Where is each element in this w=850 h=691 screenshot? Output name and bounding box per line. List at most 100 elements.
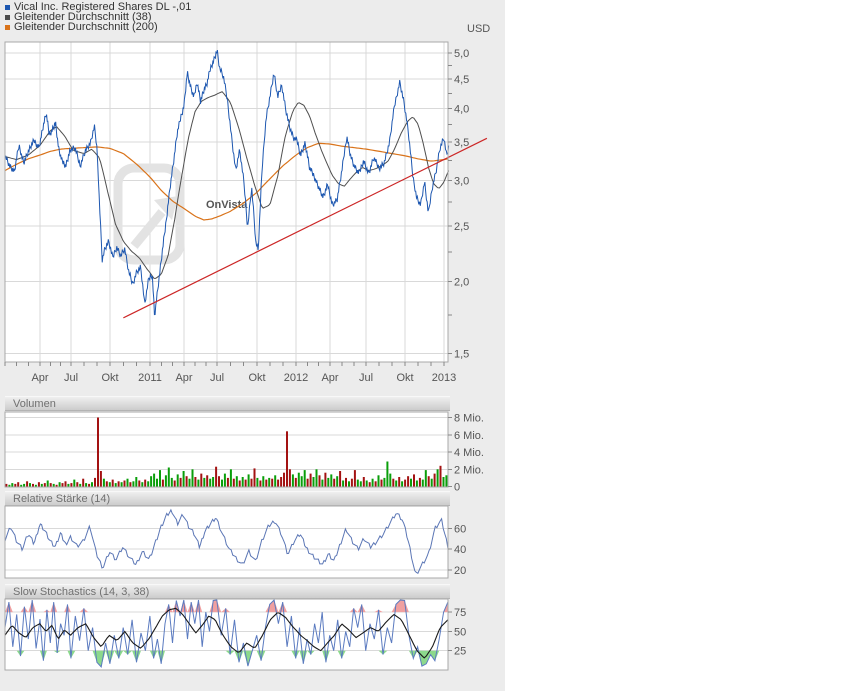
volume-bar (129, 482, 132, 487)
svg-text:8 Mio.: 8 Mio. (454, 413, 484, 425)
volume-bar (395, 480, 398, 487)
volume-bar (105, 481, 108, 487)
volume-bar (108, 482, 111, 487)
volume-bar (283, 472, 285, 487)
volume-bar (271, 478, 274, 487)
volume-bar (14, 483, 17, 487)
volume-bar (70, 483, 73, 487)
volume-bar (221, 479, 223, 487)
volume-bar (348, 481, 350, 487)
volume-bar (371, 478, 374, 487)
volume-bar (182, 471, 185, 487)
volume-bar (5, 483, 8, 487)
volume-bar (141, 482, 144, 487)
volume-bar (253, 468, 256, 487)
volume-bar (34, 484, 37, 487)
svg-text:2,5: 2,5 (454, 221, 469, 233)
volume-bar (312, 477, 315, 487)
volume-bar (342, 480, 345, 487)
volume-bar (407, 476, 410, 487)
volume-bar (91, 482, 93, 487)
svg-text:2,0: 2,0 (454, 277, 469, 289)
volume-bar (294, 477, 297, 487)
volume-bar (206, 475, 209, 487)
volume-bar (430, 478, 433, 487)
volume-bar (330, 474, 333, 487)
volume-bar (114, 483, 117, 487)
volume-bar (11, 483, 14, 487)
volume-bar (94, 477, 96, 487)
chart-background: OnVista 1,5 2,0 2,5 3,0 3,5 4,0 4,5 5,0 Apr Jul Okt… (0, 0, 505, 691)
volume-bar (179, 477, 182, 487)
svg-text:Apr: Apr (31, 372, 48, 384)
rsi-panel: 20 40 60 (4, 505, 466, 579)
volume-bar (167, 467, 170, 487)
volume-bar (191, 469, 194, 487)
svg-text:Jul: Jul (359, 372, 373, 384)
volume-bar (20, 484, 23, 487)
volume-bar (102, 478, 105, 487)
onvista-watermark: OnVista (113, 163, 248, 265)
svg-text:20: 20 (454, 565, 466, 577)
volume-bar (256, 477, 259, 487)
volume-bar (247, 474, 250, 487)
svg-text:2012: 2012 (284, 372, 308, 384)
volume-bar (356, 479, 359, 487)
volume-bar (135, 477, 138, 487)
volume-bar (445, 475, 448, 487)
volume-bar (424, 470, 427, 487)
currency-axis-label: USD (467, 23, 491, 35)
volume-bar (413, 474, 415, 487)
svg-text:0: 0 (454, 482, 460, 494)
volume-bar (185, 476, 188, 487)
volume-bar (386, 461, 389, 487)
svg-text:2011: 2011 (138, 372, 162, 384)
volume-bar (76, 482, 79, 487)
svg-text:5,0: 5,0 (454, 48, 469, 60)
stochastics-panel-title: Slow Stochastics (14, 3, 38) (13, 586, 150, 598)
volume-bar (427, 476, 430, 487)
volume-bar (150, 476, 153, 487)
volume-bar (173, 480, 176, 487)
volume-bar (197, 479, 200, 487)
volume-bar (120, 482, 123, 487)
volume-bar (58, 482, 61, 487)
volume-bar (327, 477, 330, 487)
volume-bar (111, 479, 114, 487)
volume-bar (318, 475, 321, 487)
volume-bar (226, 477, 229, 487)
volume-bar (64, 481, 67, 487)
trend-line (123, 137, 488, 319)
svg-text:60: 60 (454, 524, 466, 536)
volume-bar (277, 479, 280, 487)
volume-bar (297, 472, 300, 487)
volume-bar (188, 478, 191, 487)
rsi-panel-title: Relative Stärke (14) (13, 493, 111, 505)
svg-text:50: 50 (454, 626, 466, 638)
volume-panel-header: Volumen (5, 396, 450, 411)
volume-bar (274, 475, 277, 487)
volume-bar (159, 470, 161, 487)
volume-bar (97, 417, 99, 487)
volume-bar (359, 481, 362, 487)
volume-bar (37, 482, 40, 487)
price-series-swatch-icon (5, 4, 10, 10)
volume-bar (315, 469, 318, 487)
volume-bar (229, 469, 232, 487)
volume-bar (147, 481, 150, 487)
volume-bar (421, 479, 424, 487)
volume-bar (40, 483, 43, 487)
volume-bar (235, 476, 238, 487)
volume-bar (223, 473, 226, 487)
volume-bar (46, 480, 49, 487)
svg-text:Apr: Apr (321, 372, 338, 384)
svg-text:4 Mio.: 4 Mio. (454, 447, 484, 459)
volume-panel-title: Volumen (13, 398, 56, 410)
volume-bar (288, 469, 291, 487)
volume-bar (99, 471, 102, 487)
volume-bar (138, 480, 141, 487)
ma38-series-swatch-icon (5, 14, 10, 20)
svg-text:OnVista: OnVista (206, 199, 248, 211)
volume-bar (123, 480, 126, 487)
price-panel: OnVista 1,5 2,0 2,5 3,0 3,5 4,0 4,5 5,0 Apr Jul Okt… (4, 41, 488, 384)
